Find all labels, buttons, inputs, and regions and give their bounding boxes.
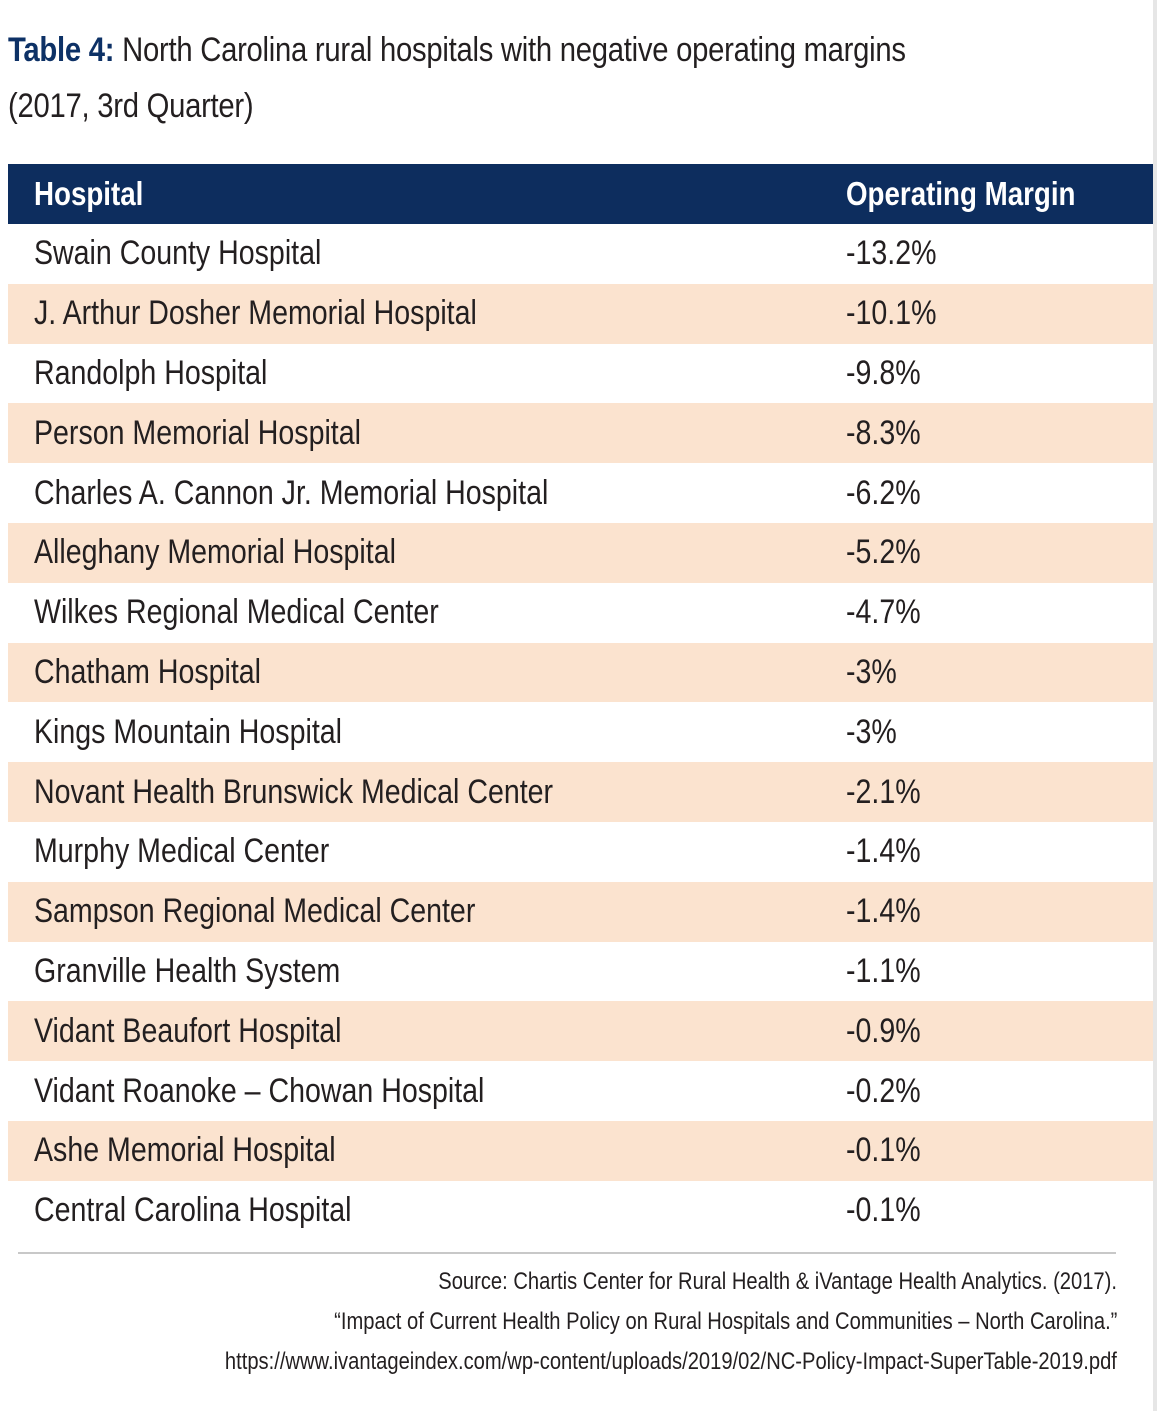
table-title-text: North Carolina rural hospitals with nega…: [122, 31, 906, 69]
operating-margin-cell: -0.1%: [846, 1191, 921, 1230]
table-row: J. Arthur Dosher Memorial Hospital -10.1%: [8, 283, 1153, 344]
operating-margin-cell: -0.9%: [846, 1011, 921, 1050]
hospital-name-cell: Chatham Hospital: [34, 652, 262, 691]
table-title-period: (2017, 3rd Quarter): [8, 87, 254, 125]
operating-margin-cell: -3%: [846, 712, 897, 751]
table-number-label: Table 4:: [8, 31, 115, 69]
table-row: Vidant Roanoke – Chowan Hospital -0.2%: [8, 1061, 1153, 1121]
source-note: Source: Chartis Center for Rural Health …: [17, 1262, 1117, 1382]
operating-margin-cell: -8.3%: [846, 413, 921, 452]
hospital-name-cell: Ashe Memorial Hospital: [34, 1131, 336, 1170]
hospital-name-cell: Vidant Roanoke – Chowan Hospital: [34, 1071, 485, 1110]
source-line-report-title: “Impact of Current Health Policy on Rura…: [333, 1308, 1117, 1335]
operating-margin-cell: -1.1%: [846, 951, 921, 990]
table-row: Granville Health System -1.1%: [8, 942, 1153, 1002]
hospital-name-cell: Sampson Regional Medical Center: [34, 892, 476, 931]
hospital-name-cell: Randolph Hospital: [34, 353, 268, 392]
hospital-name-cell: Wilkes Regional Medical Center: [34, 593, 439, 632]
column-header-operating-margin: Operating Margin: [846, 175, 1076, 212]
hospital-name-cell: Kings Mountain Hospital: [34, 712, 342, 751]
table-row: Vidant Beaufort Hospital -0.9%: [8, 1001, 1153, 1062]
operating-margin-cell: -1.4%: [846, 832, 921, 871]
operating-margin-cell: -1.4%: [846, 892, 921, 931]
table-row: Alleghany Memorial Hospital -5.2%: [8, 522, 1153, 583]
hospital-name-cell: Novant Health Brunswick Medical Center: [34, 772, 554, 811]
hospital-name-cell: Vidant Beaufort Hospital: [34, 1011, 342, 1050]
hospital-name-cell: J. Arthur Dosher Memorial Hospital: [34, 294, 477, 333]
hospital-name-cell: Granville Health System: [34, 951, 341, 990]
operating-margin-cell: -0.1%: [846, 1131, 921, 1170]
table-body: Swain County Hospital -13.2% J. Arthur Dos…: [8, 224, 1153, 1241]
operating-margin-cell: -10.1%: [846, 294, 937, 333]
table-row: Person Memorial Hospital -8.3%: [8, 403, 1153, 464]
column-header-hospital: Hospital: [34, 175, 144, 212]
table-row: Randolph Hospital -9.8%: [8, 344, 1153, 404]
operating-margin-cell: -6.2%: [846, 473, 921, 512]
operating-margin-cell: -2.1%: [846, 772, 921, 811]
operating-margin-cell: -13.2%: [846, 234, 937, 273]
source-line-citation: Source: Chartis Center for Rural Health …: [438, 1268, 1117, 1295]
hospital-name-cell: Person Memorial Hospital: [34, 413, 361, 452]
table-row: Charles A. Cannon Jr. Memorial Hospital -…: [8, 463, 1153, 523]
hospital-name-cell: Murphy Medical Center: [34, 832, 330, 871]
table-row: Ashe Memorial Hospital -0.1%: [8, 1120, 1153, 1181]
hospital-name-cell: Swain County Hospital: [34, 234, 322, 273]
table-row: Novant Health Brunswick Medical Center -2…: [8, 762, 1153, 822]
source-line-url: https://www.ivantageindex.com/wp-content…: [224, 1348, 1117, 1375]
table-row: Kings Mountain Hospital -3%: [8, 702, 1153, 762]
operating-margin-cell: -3%: [846, 652, 897, 691]
table-row: Wilkes Regional Medical Center -4.7%: [8, 583, 1153, 643]
hospital-name-cell: Alleghany Memorial Hospital: [34, 533, 396, 572]
page-edge: [1153, 0, 1157, 1411]
table-row: Central Carolina Hospital -0.1%: [8, 1181, 1153, 1241]
operating-margin-cell: -0.2%: [846, 1071, 921, 1110]
hospital-name-cell: Charles A. Cannon Jr. Memorial Hospital: [34, 473, 549, 512]
table-title: Table 4: North Carolina rural hospitals …: [8, 22, 971, 134]
source-divider: [18, 1252, 1116, 1254]
table-row: Murphy Medical Center -1.4%: [8, 822, 1153, 882]
operating-margin-cell: -5.2%: [846, 533, 921, 572]
hospital-name-cell: Central Carolina Hospital: [34, 1191, 352, 1230]
hospital-margins-table: Hospital Operating Margin Swain County H…: [8, 164, 1153, 1241]
table-row: Sampson Regional Medical Center -1.4%: [8, 881, 1153, 942]
operating-margin-cell: -4.7%: [846, 593, 921, 632]
operating-margin-cell: -9.8%: [846, 353, 921, 392]
table-row: Chatham Hospital -3%: [8, 642, 1153, 703]
table-row: Swain County Hospital -13.2%: [8, 224, 1153, 284]
table-header-row: Hospital Operating Margin: [8, 164, 1153, 224]
